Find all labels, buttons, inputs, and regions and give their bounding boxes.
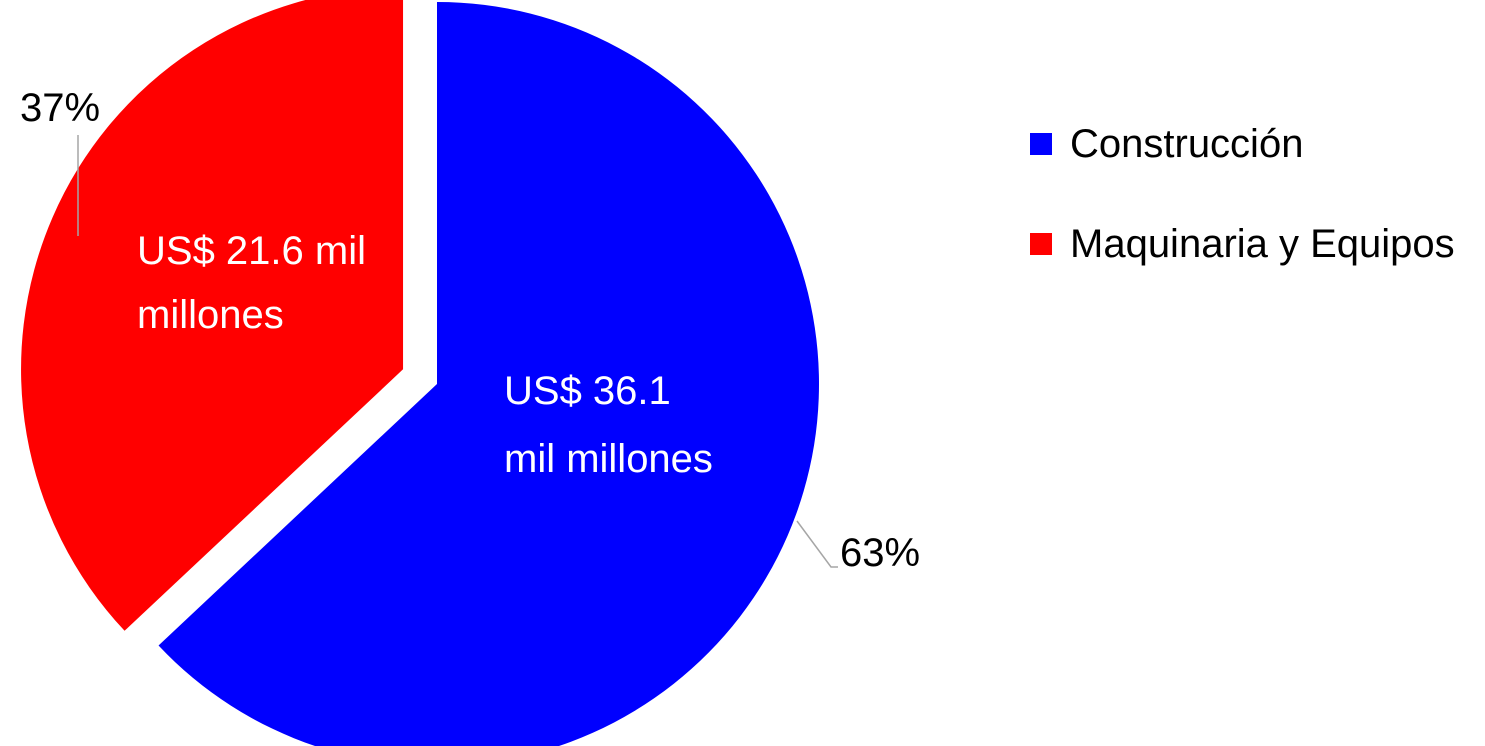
pie-slice-construccion xyxy=(158,2,819,746)
data-label-construccion-line1: US$ 36.1 xyxy=(504,369,671,413)
percent-label-construccion: 63% xyxy=(840,531,920,575)
percent-label-maquinaria: 37% xyxy=(20,86,100,130)
leader-line-construccion xyxy=(796,520,838,568)
chart-legend: Construcción Maquinaria y Equipos xyxy=(1030,118,1455,318)
legend-label-maquinaria: Maquinaria y Equipos xyxy=(1070,221,1455,266)
legend-item-maquinaria: Maquinaria y Equipos xyxy=(1030,218,1455,270)
legend-swatch-maquinaria xyxy=(1030,233,1052,255)
legend-item-construccion: Construcción xyxy=(1030,118,1455,170)
data-label-construccion-line2: mil millones xyxy=(504,437,713,481)
data-label-maquinaria-line2: millones xyxy=(137,293,284,337)
legend-swatch-construccion xyxy=(1030,133,1052,155)
pie-slice-maquinaria xyxy=(21,0,404,631)
legend-label-construccion: Construcción xyxy=(1070,121,1304,166)
data-label-maquinaria-line1: US$ 21.6 mil xyxy=(137,229,366,273)
